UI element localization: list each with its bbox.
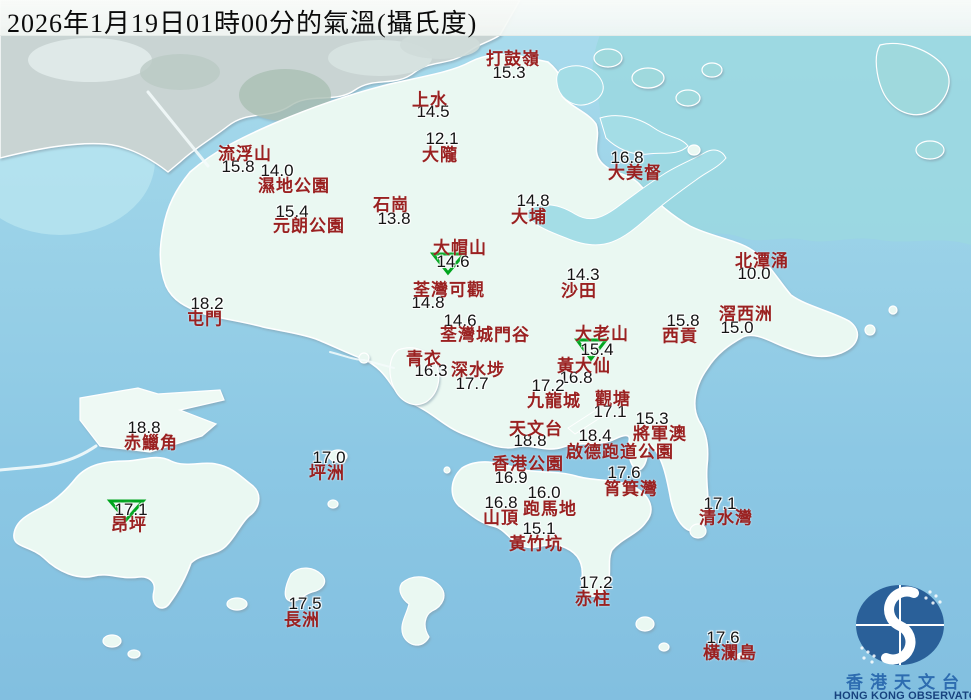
station-value: 10.0 (737, 264, 771, 283)
station-value: 14.8 (411, 293, 445, 312)
station-label: 天文台 (509, 419, 563, 439)
station-value: 17.1 (703, 494, 737, 513)
station-value: 15.4 (275, 202, 309, 221)
station-label: 屯門 (187, 309, 223, 329)
station-value: 14.5 (416, 102, 450, 121)
small-islands (102, 144, 898, 660)
station-value: 14.3 (566, 265, 600, 284)
mirs-bay-water (592, 35, 971, 245)
station-label: 黃大仙 (557, 356, 611, 376)
station-value: 14.8 (516, 191, 550, 210)
station-label: 山頂 (483, 508, 519, 528)
station-value: 16.8 (484, 493, 518, 512)
station-value: 17.1 (114, 500, 148, 519)
station-value: 15.3 (635, 409, 669, 428)
station-value: 15.8 (221, 157, 255, 176)
station-value: 16.3 (414, 361, 448, 380)
station-value: 18.8 (513, 431, 547, 450)
bridges (0, 90, 395, 472)
station-label: 深水埗 (451, 360, 505, 380)
station-value: 16.9 (494, 468, 528, 487)
station-label: 大隴 (422, 145, 458, 165)
station-label: 荃灣城門谷 (440, 325, 530, 345)
station-value: 16.8 (559, 368, 593, 387)
station-label: 啟德跑道公園 (566, 442, 674, 462)
station-value: 15.1 (522, 519, 556, 538)
station-value: 15.3 (492, 63, 526, 82)
station-label: 元朗公園 (273, 216, 345, 236)
station-value: 15.8 (666, 311, 700, 330)
station-label: 筲箕灣 (604, 479, 658, 499)
station-label: 黃竹坑 (509, 534, 563, 554)
station-value: 17.7 (455, 374, 489, 393)
page-title: 2026年1月19日01時00分的氣溫(攝氏度) (7, 9, 478, 38)
station-label: 滘西洲 (719, 304, 773, 324)
station-label: 跑馬地 (523, 499, 577, 519)
shenzhen-land (0, 0, 521, 173)
station-value: 15.4 (580, 340, 614, 359)
logo-chinese-name: 香港天文台 (846, 673, 966, 692)
station-label: 長洲 (284, 610, 320, 630)
station-label: 將軍澳 (633, 424, 687, 444)
title-bar: 2026年1月19日01時00分的氣溫(攝氏度) (0, 0, 971, 38)
station-value: 13.8 (377, 209, 411, 228)
station-label: 沙田 (561, 281, 597, 301)
station-value: 17.6 (607, 463, 641, 482)
station-value: 17.0 (312, 448, 346, 467)
station-label: 北潭涌 (735, 251, 789, 271)
station-label: 荃灣可觀 (413, 280, 485, 300)
hong-kong-island (451, 461, 652, 597)
station-value: 14.6 (443, 311, 477, 330)
station-value: 14.6 (436, 252, 470, 271)
station-value: 14.0 (260, 161, 294, 180)
station-label: 九龍城 (527, 391, 581, 411)
station-value: 17.5 (288, 594, 322, 613)
hko-logo-icon (856, 585, 944, 665)
station-label: 坪洲 (309, 463, 345, 483)
station-label: 觀塘 (595, 389, 631, 409)
station-label: 石崗 (373, 195, 409, 215)
logo-english-name: HONG KONG OBSERVATORY (834, 690, 971, 700)
station-label: 青衣 (406, 349, 442, 369)
station-value: 18.8 (127, 418, 161, 437)
station-label: 赤柱 (575, 589, 611, 609)
lantau-island (13, 456, 260, 609)
station-value: 18.2 (190, 294, 224, 313)
station-label: 西貢 (662, 326, 698, 346)
station-label: 昂坪 (111, 515, 147, 535)
kai-tak-runway (567, 409, 604, 435)
station-label: 打鼓嶺 (486, 49, 540, 69)
station-label: 濕地公園 (258, 176, 330, 196)
station-value: 16.8 (610, 148, 644, 167)
station-value: 15.0 (720, 318, 754, 337)
station-value: 17.1 (593, 402, 627, 421)
station-label: 清水灣 (699, 508, 753, 528)
station-value: 12.1 (425, 129, 459, 148)
station-label: 赤鱲角 (124, 433, 178, 453)
station-label: 大埔 (511, 207, 547, 227)
northeast-islands (593, 42, 950, 160)
station-value: 16.0 (527, 483, 561, 502)
station-label: 大美督 (608, 163, 662, 183)
hko-logo: 香港天文台 HONG KONG OBSERVATORY (834, 576, 971, 700)
station-label: 流浮山 (218, 144, 272, 164)
station-label: 大老山 (575, 324, 629, 344)
station-value: 17.2 (579, 573, 613, 592)
tolo-harbour-water (527, 65, 727, 246)
station-value: 18.4 (578, 426, 612, 445)
station-label: 橫瀾島 (703, 643, 757, 663)
station-value: 17.6 (706, 628, 740, 647)
station-label: 上水 (412, 90, 448, 110)
station-label: 大帽山 (433, 238, 487, 258)
airport-island (79, 387, 225, 453)
station-value: 17.2 (531, 376, 565, 395)
station-label: 香港公園 (492, 454, 564, 474)
